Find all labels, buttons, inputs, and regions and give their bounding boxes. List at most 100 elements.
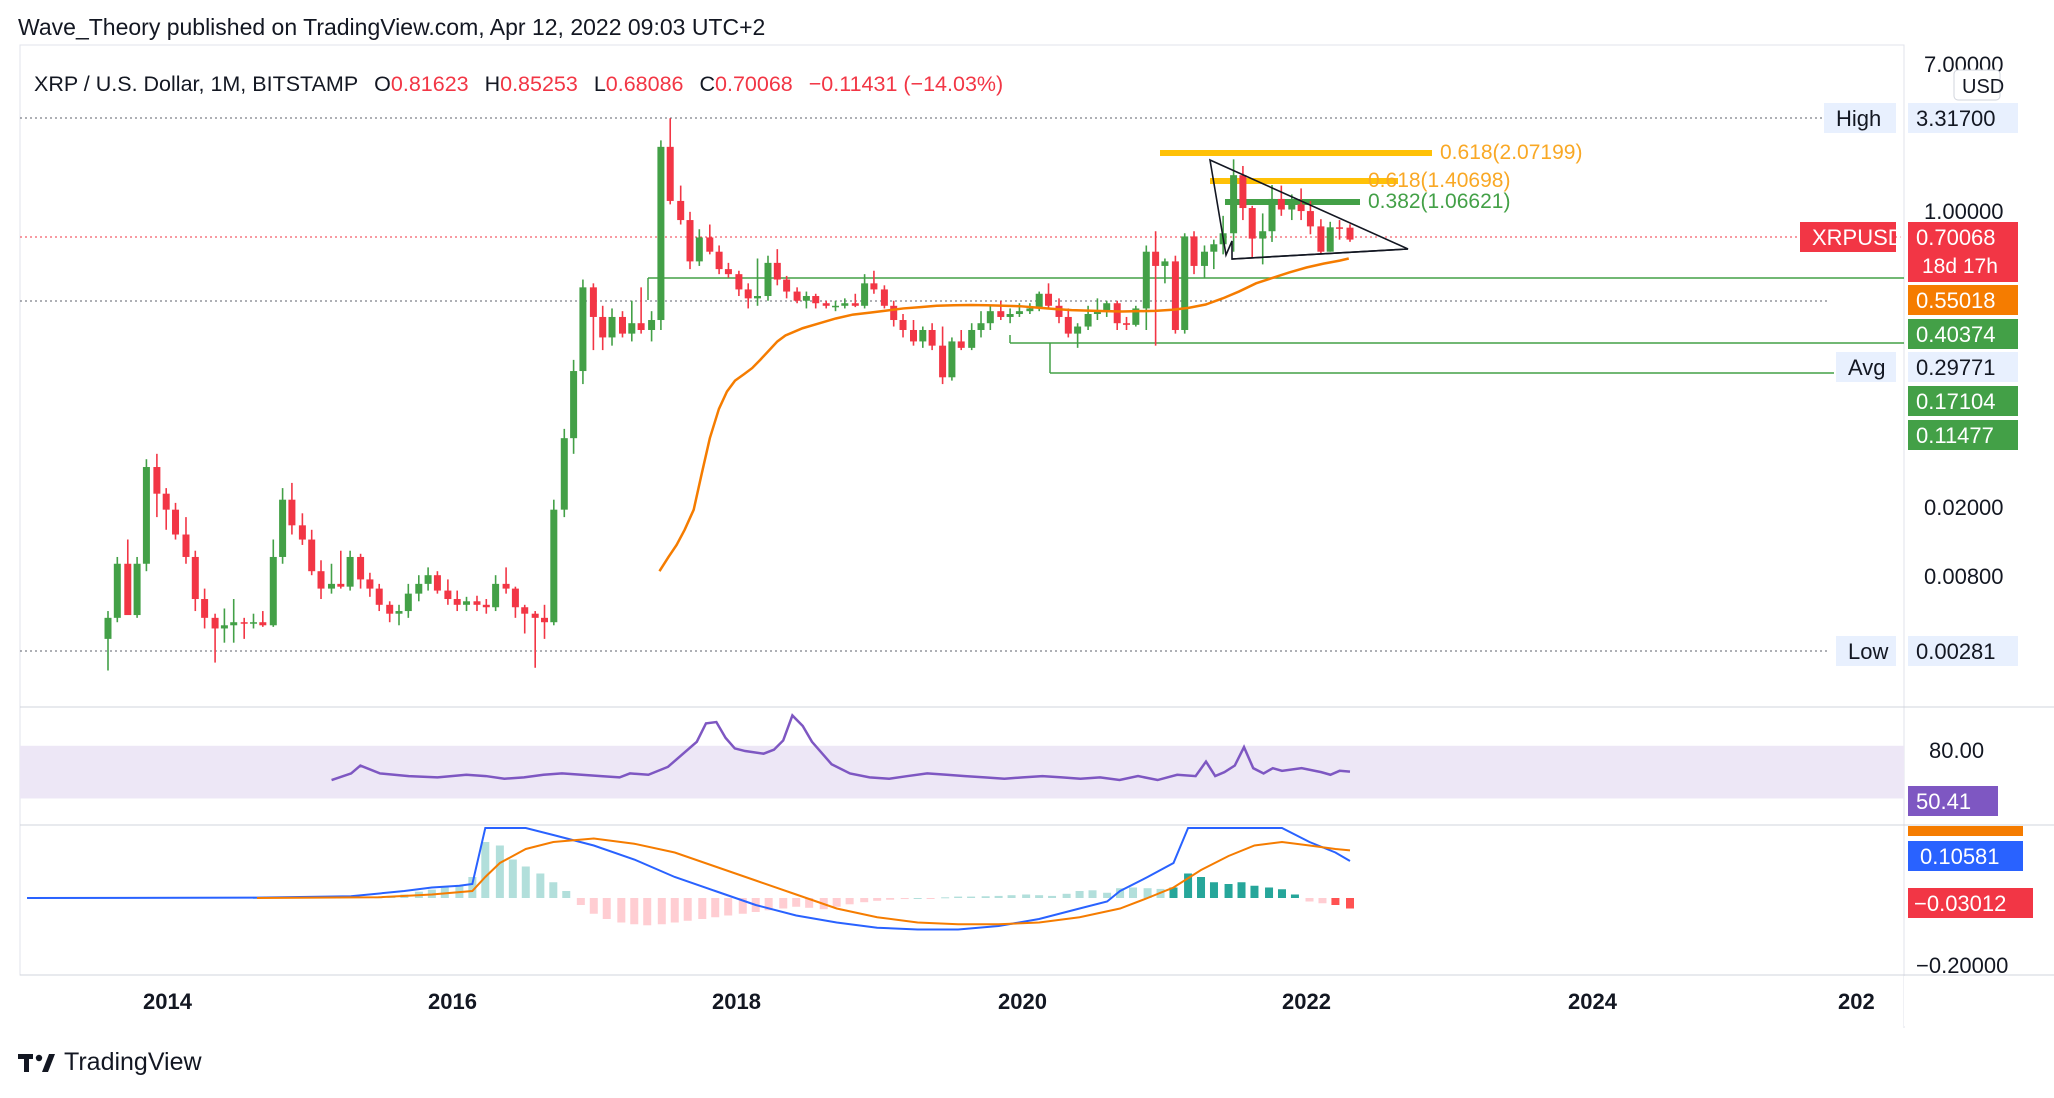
candle-body xyxy=(870,283,878,290)
candle-body xyxy=(861,283,869,306)
macd-histogram-bar xyxy=(779,898,788,909)
candle-body xyxy=(1055,305,1063,317)
candle-body xyxy=(706,237,714,252)
legend-high-label: H xyxy=(484,72,501,96)
candle-body xyxy=(812,296,820,304)
brand-name: TradingView xyxy=(64,1048,202,1076)
price-label-box xyxy=(1908,222,2018,282)
candle-body xyxy=(1074,326,1082,334)
countdown-label: 18d 17h xyxy=(1922,255,1998,278)
candle-body xyxy=(1336,227,1344,229)
tradingview-brand[interactable]: TradingView xyxy=(18,1048,202,1077)
candle-body xyxy=(1181,236,1189,330)
candle-body xyxy=(890,305,898,321)
ema-line xyxy=(658,257,1350,572)
macd-histogram-bar xyxy=(1103,892,1112,898)
time-axis-label: 2022 xyxy=(1282,989,1331,1014)
macd-histogram-bar xyxy=(1331,898,1340,905)
price-label: 0.00281 xyxy=(1916,639,1996,664)
macd-histogram-bar xyxy=(630,898,639,925)
ohlc-legend: XRP / U.S. Dollar, 1M, BITSTAMP O0.81623… xyxy=(34,72,1003,97)
candle-body xyxy=(1123,323,1131,325)
chart-frame xyxy=(19,44,1905,976)
candle-body xyxy=(502,583,510,589)
candle-body xyxy=(560,438,568,510)
legend-low-label: L xyxy=(593,72,606,96)
candle-body xyxy=(618,316,626,334)
candle-body xyxy=(220,625,228,629)
macd-histogram-bar xyxy=(576,898,585,905)
candle-body xyxy=(841,303,849,306)
price-label: 0.29771 xyxy=(1916,355,1996,380)
rsi-value-label: 50.41 xyxy=(1916,789,1971,814)
candle-body xyxy=(269,556,277,626)
candle-body xyxy=(802,296,810,301)
candle-body xyxy=(172,509,180,535)
tradingview-logo-icon xyxy=(18,1054,55,1072)
price-tag: Low xyxy=(1848,639,1888,664)
time-axis-label: 202 xyxy=(1838,989,1875,1014)
legend-close-label: C xyxy=(699,72,716,96)
candle-body xyxy=(637,323,645,330)
macd-histogram-bar xyxy=(764,898,773,911)
candle-body xyxy=(899,320,907,330)
time-axis-label: 2016 xyxy=(428,989,477,1014)
fib-label: 0.618(1.40698) xyxy=(1368,169,1510,192)
candle-body xyxy=(695,237,703,262)
candle-body xyxy=(1306,211,1314,227)
macd-histogram-bar xyxy=(738,898,747,914)
candle-body xyxy=(977,323,985,330)
macd-histogram-bar xyxy=(683,898,692,921)
price-tag: High xyxy=(1836,106,1881,131)
macd-hist-value-label: −0.03012 xyxy=(1914,891,2006,916)
macd-histogram-bar xyxy=(981,896,990,898)
macd-histogram-bar xyxy=(1277,889,1286,898)
candle-body xyxy=(1230,175,1238,234)
macd-histogram-bar xyxy=(549,882,558,898)
candle-body xyxy=(724,269,732,275)
candle-body xyxy=(832,305,840,308)
macd-histogram-bar xyxy=(913,898,922,899)
candle-body xyxy=(124,563,132,616)
price-label-box xyxy=(1908,352,2018,382)
legend-symbol: XRP / U.S. Dollar, 1M, BITSTAMP xyxy=(34,72,359,96)
signal-line xyxy=(256,837,1351,926)
candle-body xyxy=(608,316,616,338)
candle-body xyxy=(1113,303,1121,324)
candle-body xyxy=(851,303,859,306)
time-axis-label: 2018 xyxy=(712,989,761,1014)
macd-histogram-bar xyxy=(1237,882,1246,898)
candle-body xyxy=(298,525,306,540)
macd-histogram-bar xyxy=(1290,894,1299,898)
macd-histogram-bar xyxy=(1022,894,1031,898)
candle-body xyxy=(511,588,519,608)
candle-body xyxy=(648,320,656,330)
macd-histogram-bar xyxy=(1035,895,1044,898)
macd-histogram-bar xyxy=(1007,895,1016,898)
legend-open-label: O xyxy=(374,72,391,96)
macd-hist-value-box xyxy=(1908,888,2033,918)
macd-histogram-bar xyxy=(521,866,530,898)
macd-histogram-bar xyxy=(1062,893,1071,898)
candle-body xyxy=(1171,261,1179,330)
macd-histogram-bar xyxy=(698,898,707,919)
candle-body xyxy=(1190,236,1198,266)
publisher-line: Wave_Theory published on TradingView.com… xyxy=(18,14,766,40)
price-label: 3.31700 xyxy=(1916,106,1996,131)
candle-body xyxy=(1288,204,1296,210)
price-label-box xyxy=(1908,103,2018,133)
candle-body xyxy=(424,575,432,584)
candle-body xyxy=(599,316,607,338)
candle-body xyxy=(957,341,965,348)
time-axis-label: 2020 xyxy=(998,989,1047,1014)
price-tag: Avg xyxy=(1848,355,1886,380)
macd-histogram-bar xyxy=(967,896,976,898)
candle-body xyxy=(579,287,587,372)
candle-body xyxy=(395,611,403,614)
macd-histogram-bar xyxy=(792,898,801,907)
candle-body xyxy=(919,329,927,342)
macd-histogram-bar xyxy=(1184,873,1193,898)
macd-histogram-bar xyxy=(926,898,935,899)
candle-body xyxy=(317,571,325,589)
